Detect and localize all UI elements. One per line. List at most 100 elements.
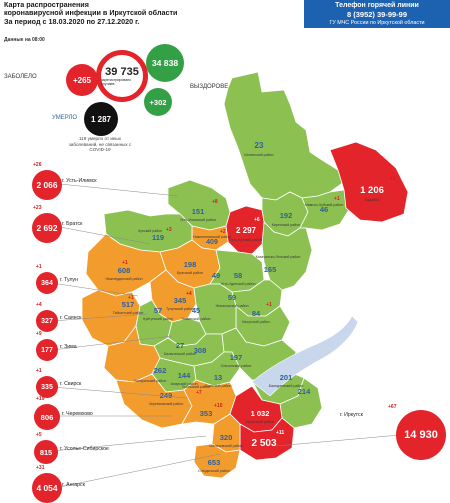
inc-angarsk: +31: [36, 465, 45, 471]
count-ekhirit: 214: [298, 387, 311, 396]
count-sayansk: 327: [41, 317, 53, 325]
district-mamsko[interactable]: [299, 189, 351, 231]
inc-nizhneilimsk: +2: [220, 229, 226, 235]
circle-sayansk[interactable]: 327: [36, 310, 58, 332]
circle-usolye[interactable]: 815: [34, 440, 58, 464]
count-balagansk: 27: [176, 341, 184, 350]
name-kachug: Качугский район: [242, 320, 269, 324]
count-tulun-r: 345: [174, 296, 187, 305]
name-zalari: Заларинский район: [134, 379, 167, 383]
header-title: Карта распространения коронавирусной инф…: [4, 0, 254, 26]
inc-ust-ilimsk-r: +8: [212, 199, 218, 205]
lake-baikal: [251, 315, 359, 397]
district-slyudyanka[interactable]: [193, 443, 241, 479]
recovered-today-circle: +302: [144, 88, 172, 116]
name-katanga: Катангский район: [244, 153, 273, 157]
circle-tulun[interactable]: 364: [36, 272, 58, 294]
count-ust-kut: 2 297: [236, 226, 257, 235]
count-svirsk: 335: [41, 383, 53, 391]
leader-angarsk: [59, 453, 221, 488]
inc-irkutsk: +67: [388, 404, 397, 410]
count-zima: 177: [41, 346, 53, 354]
count-olkhon: 197: [230, 353, 243, 362]
infected-today: +265: [72, 75, 92, 85]
name-sayansk: г. Саянск: [60, 315, 82, 321]
leader-svirsk: [51, 386, 189, 399]
inc-tulun-r: +4: [186, 291, 192, 297]
inc-usolye: +5: [36, 432, 42, 438]
name-kirensk: Киренский район: [272, 223, 300, 227]
count-nizhneudinsk: 608: [118, 266, 131, 275]
count-irkutsk-r: 1 032: [251, 409, 270, 418]
count-kazachinsk: 165: [264, 265, 277, 274]
inc-bratsk: +23: [33, 205, 42, 211]
circle-angarsk[interactable]: 4 054: [32, 473, 62, 503]
inc-bokhan: +10: [214, 403, 223, 409]
count-zhigalovo: 59: [228, 293, 236, 302]
total-caption: зарегистрировано случаев: [101, 78, 132, 86]
name-kuytun: Куйтунский район: [143, 317, 173, 321]
died-label: УМЕРЛО: [52, 115, 78, 121]
district-katanga[interactable]: [223, 71, 345, 201]
inc-usolye-r: +7: [196, 390, 202, 396]
count-usolye: 815: [39, 447, 53, 457]
hotline-title: Телефон горячей линии: [335, 2, 419, 9]
circle-bratsk[interactable]: 2 692: [32, 213, 62, 243]
name-ust-ilimsk: г. Усть-Илимск: [62, 178, 97, 184]
district-irkutsk-center[interactable]: [239, 417, 295, 461]
count-bayandai: 201: [280, 373, 293, 382]
infected-today-circle: +265: [66, 64, 98, 96]
inc-tulun: +1: [36, 264, 42, 270]
name-olkhon: Ольхонский район: [221, 364, 252, 368]
hotline-phone[interactable]: 8 (3952) 39-99-99: [346, 10, 408, 19]
total-circle: 39 735 зарегистрировано случаев: [96, 50, 148, 102]
recovered-label: ВЫЗДОРОВЕЛО: [190, 84, 237, 90]
inc-taishet: +1: [128, 295, 134, 301]
name-nizhneudinsk: Нижнеудинский район: [105, 277, 142, 281]
inc-zima: +9: [36, 331, 42, 337]
count-ust-udinsk: 58: [234, 271, 242, 280]
count-shelekhov: 320: [220, 433, 233, 442]
count-zalari: 262: [154, 366, 167, 375]
count-angarsk: 4 054: [36, 483, 58, 493]
count-kirensk: 192: [280, 211, 293, 220]
name-ust-ilimsk-r: Усть-Илимский район: [180, 218, 216, 222]
district-bodaibo[interactable]: [329, 141, 409, 223]
count-osa: 13: [214, 373, 222, 382]
count-chunsky: 119: [152, 233, 164, 242]
name-bratsk: г. Братск: [62, 221, 83, 227]
inc-mamsko: +1: [334, 196, 340, 202]
name-alar: Аларский район: [171, 382, 198, 386]
circle-zima[interactable]: 177: [36, 339, 58, 361]
count-zima-r: 45: [192, 306, 200, 315]
inc-nizhneudinsk: +1: [122, 260, 128, 266]
died-note: 119 умерло от иных заболеваний, не связа…: [68, 136, 132, 152]
title-line-1: Карта распространения: [4, 0, 89, 9]
inc-chunsky: +3: [166, 227, 172, 233]
count-ust-ilimsk: 2 066: [36, 180, 58, 190]
circle-svirsk[interactable]: 335: [36, 376, 58, 398]
count-nukut: 308: [194, 346, 207, 355]
district-kazachinsk[interactable]: [261, 221, 313, 291]
count-bokhan: 353: [200, 409, 213, 418]
count-irkutsk: 14 930: [404, 429, 438, 441]
died-total-circle: 1 287: [84, 102, 118, 136]
inc-sayansk: +4: [36, 302, 42, 308]
title-line-2: коронавирусной инфекции в Иркутской обла…: [4, 8, 178, 18]
count-irkutsk-center: 2 503: [251, 438, 276, 449]
name-cheremkhovo: г. Черемхово: [62, 411, 93, 417]
recovered-total-circle: 34 838: [146, 44, 184, 82]
inc-ust-ilimsk: +26: [33, 162, 42, 168]
name-osa: Осинский район: [205, 384, 232, 388]
name-ust-kut: Усть-Кутский район: [230, 238, 262, 242]
circle-irkutsk[interactable]: 14 930: [396, 410, 446, 460]
count-kachug: 84: [252, 309, 261, 318]
count-cheremkhovo: 806: [40, 412, 54, 422]
name-cheremkhovo-r: Черемховский район: [149, 402, 184, 406]
circle-cheremkhovo[interactable]: 806: [34, 404, 60, 430]
inc-cheremkhovo: +19: [36, 396, 45, 402]
count-ust-kut-near: 49: [212, 271, 220, 280]
circle-ust-ilimsk[interactable]: 2 066: [32, 170, 62, 200]
inc-bodaibo: +1: [390, 176, 396, 182]
